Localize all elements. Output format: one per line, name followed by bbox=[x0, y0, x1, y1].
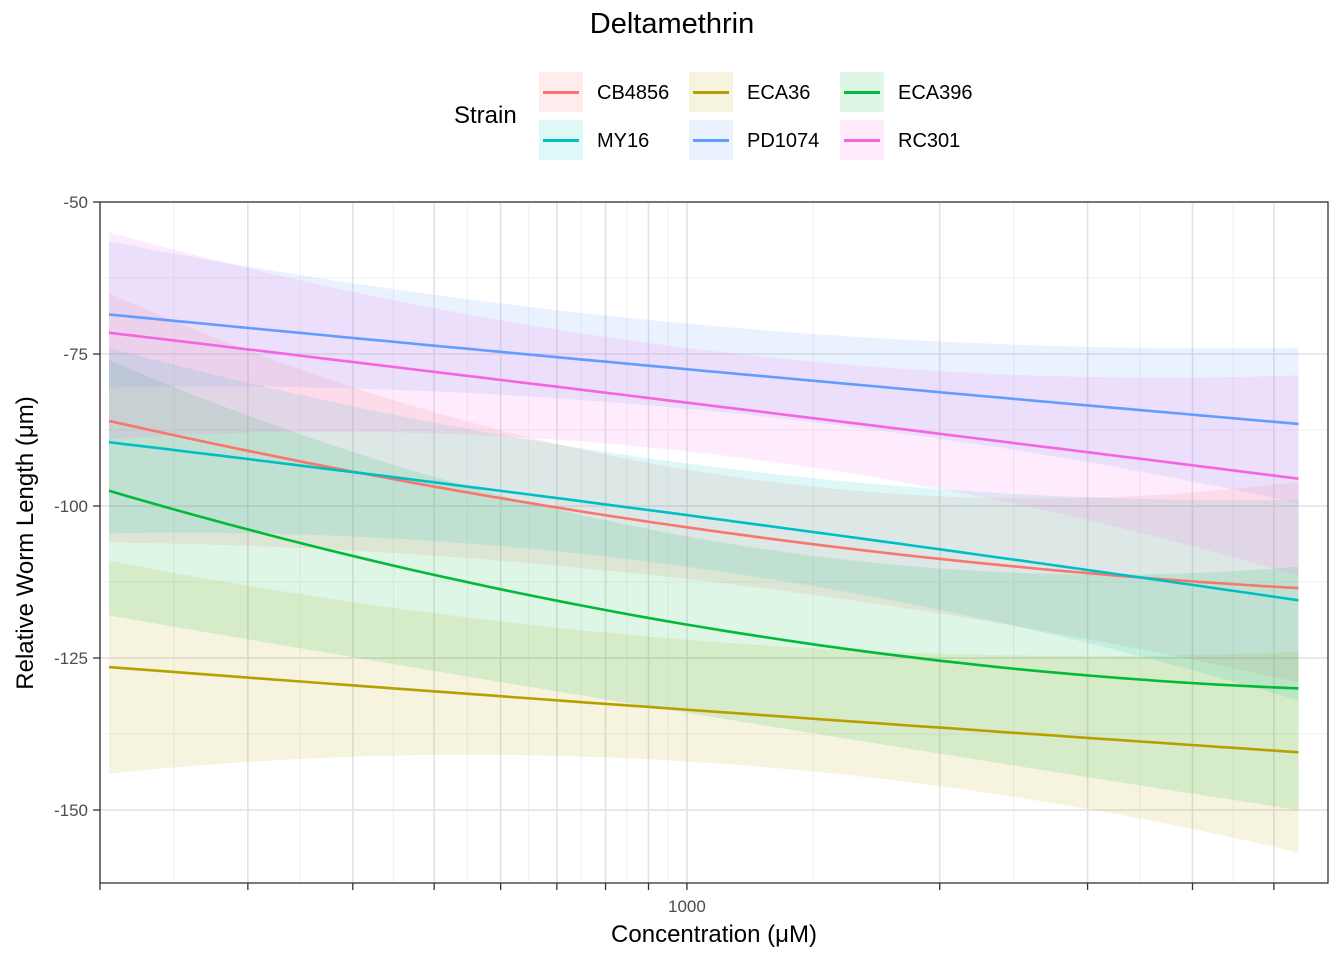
y-tick-label: -150 bbox=[54, 801, 88, 820]
legend-key bbox=[539, 120, 583, 160]
line-pd1074 bbox=[108, 313, 1299, 426]
line-cb4856 bbox=[108, 419, 1299, 590]
legend-label: ECA36 bbox=[747, 82, 811, 104]
y-tick-label: -125 bbox=[54, 649, 88, 668]
legend-label: ECA396 bbox=[898, 82, 973, 104]
legend-label: MY16 bbox=[597, 130, 650, 152]
legend-swatch-line bbox=[844, 139, 880, 142]
series-lines bbox=[108, 313, 1299, 754]
y-axis: -50 -75 -100 -125 -150 bbox=[54, 193, 100, 820]
ribbon-eca36 bbox=[109, 560, 1299, 853]
legend-label: PD1074 bbox=[747, 130, 820, 152]
legend-title: Strain bbox=[454, 102, 517, 129]
ribbon-cb4856 bbox=[109, 293, 1299, 683]
line-rc301 bbox=[108, 331, 1299, 480]
y-tick-label: -50 bbox=[63, 193, 88, 212]
y-tick-label: -100 bbox=[54, 497, 88, 516]
ribbon-eca396 bbox=[109, 360, 1299, 810]
ribbon-my16 bbox=[109, 347, 1299, 701]
chart-title: Deltamethrin bbox=[589, 8, 755, 40]
legend-key bbox=[840, 72, 884, 112]
panel-border bbox=[99, 201, 1329, 884]
legend-swatch-line bbox=[693, 139, 729, 142]
confidence-ribbons bbox=[109, 232, 1299, 853]
line-eca396 bbox=[108, 489, 1299, 690]
ribbon-pd1074 bbox=[109, 241, 1299, 503]
line-my16 bbox=[108, 440, 1299, 602]
legend-swatch-line bbox=[693, 91, 729, 94]
x-tick-label: 1000 bbox=[668, 897, 706, 916]
legend-key bbox=[539, 72, 583, 112]
legend-key bbox=[689, 72, 733, 112]
legend-swatch-line bbox=[543, 91, 579, 94]
line-eca36 bbox=[108, 665, 1299, 754]
legend-label: RC301 bbox=[898, 130, 961, 152]
y-tick-label: -75 bbox=[63, 345, 88, 364]
x-axis: 1000 bbox=[99, 883, 1275, 916]
x-axis-label: Concentration (μM) bbox=[611, 921, 817, 948]
legend-swatch-line bbox=[543, 139, 579, 142]
legend-label: CB4856 bbox=[597, 82, 670, 104]
legend-key bbox=[689, 120, 733, 160]
legend-swatch-line bbox=[844, 91, 880, 94]
y-axis-label: Relative Worm Length (μm) bbox=[12, 396, 39, 689]
legend-key bbox=[840, 120, 884, 160]
